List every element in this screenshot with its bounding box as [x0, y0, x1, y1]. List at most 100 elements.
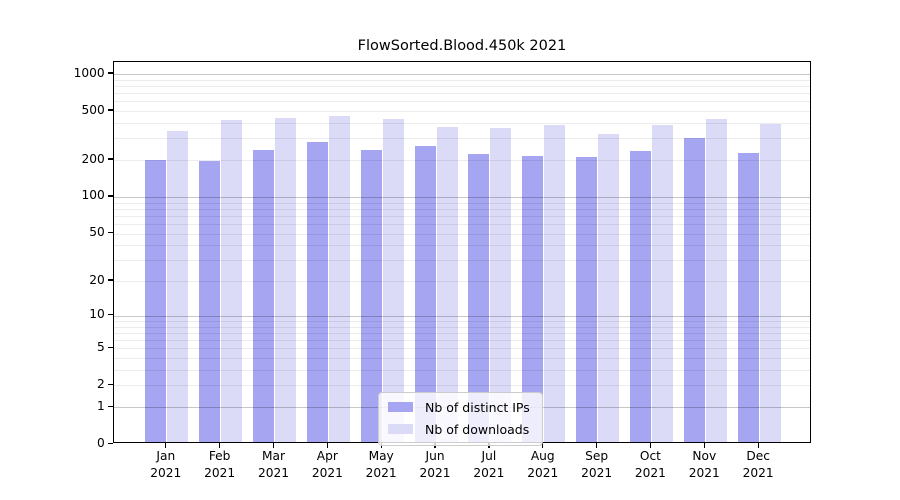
- chart-title: FlowSorted.Blood.450k 2021: [357, 38, 567, 54]
- x-tick: [272, 443, 275, 449]
- y-tick: [107, 195, 113, 197]
- y-tick: [107, 314, 113, 316]
- grid-line-minor: [113, 358, 810, 360]
- x-tick-label-year: 2021: [150, 465, 182, 480]
- x-tick-label-month: Jan: [156, 449, 176, 463]
- x-tick-label: May 2021: [349, 448, 413, 481]
- bar-distinct-ips: [737, 152, 759, 443]
- x-tick-label-month: Aug: [530, 449, 555, 463]
- x-tick: [488, 443, 490, 449]
- x-tick-label: Feb 2021: [188, 448, 252, 481]
- y-tick-label: 10: [89, 307, 105, 322]
- x-tick-label-month: Jul: [481, 449, 497, 463]
- grid-line-minor: [113, 320, 810, 322]
- x-tick-label-year: 2021: [311, 465, 343, 480]
- x-tick-label: Aug 2021: [511, 448, 575, 481]
- x-tick-label-month: Oct: [639, 449, 661, 463]
- bar-downloads: [274, 117, 296, 443]
- bar-downloads: [167, 131, 189, 443]
- x-tick-label-year: 2021: [204, 465, 236, 480]
- y-tick: [107, 279, 113, 281]
- grid-line-minor: [113, 233, 810, 235]
- grid-line-minor: [113, 202, 810, 204]
- legend-swatch: [388, 423, 413, 435]
- x-tick-label-year: 2021: [419, 465, 451, 480]
- x-tick: [595, 443, 598, 449]
- bar-downloads: [544, 124, 566, 443]
- x-tick-label: Jul 2021: [457, 448, 521, 481]
- legend-row: Nb of downloads: [388, 420, 530, 439]
- x-tick-label: Jun 2021: [403, 448, 467, 481]
- x-tick: [165, 443, 167, 449]
- x-tick-label-month: Apr: [316, 449, 338, 463]
- y-tick: [107, 383, 113, 386]
- x-tick-label: Dec 2021: [726, 448, 790, 481]
- grid-line-minor: [113, 138, 810, 140]
- bar-distinct-ips: [145, 159, 167, 443]
- bar-downloads: [651, 124, 673, 443]
- grid-line-major: [113, 196, 810, 198]
- y-tick-label: 0: [96, 435, 105, 450]
- x-tick-label-month: Feb: [208, 449, 231, 463]
- y-tick: [107, 72, 113, 74]
- grid-line-minor: [113, 160, 810, 162]
- grid-line-minor: [113, 79, 810, 81]
- x-tick-label-year: 2021: [688, 465, 720, 480]
- x-tick-label-year: 2021: [742, 465, 774, 480]
- x-tick-label: Apr 2021: [295, 448, 359, 481]
- x-tick: [219, 443, 221, 449]
- y-tick-label: 100: [81, 188, 105, 203]
- y-tick: [107, 158, 113, 160]
- grid-line-minor: [113, 326, 810, 328]
- bars-layer: [114, 62, 810, 443]
- grid-line-minor: [113, 369, 810, 371]
- x-tick-label: Sep 2021: [565, 448, 629, 481]
- grid-line-minor: [113, 215, 810, 217]
- legend-row: Nb of distinct IPs: [388, 398, 530, 417]
- bar-downloads: [759, 123, 781, 443]
- y-tick: [107, 109, 113, 111]
- grid-layer: [113, 62, 810, 443]
- y-tick: [107, 442, 113, 444]
- legend-label: Nb of distinct IPs: [425, 399, 530, 415]
- x-tick-label: Oct 2021: [618, 448, 682, 481]
- x-tick: [703, 443, 705, 449]
- x-tick: [757, 443, 759, 449]
- grid-line-minor: [113, 123, 810, 125]
- x-tick-label-year: 2021: [365, 465, 397, 480]
- legend-label: Nb of downloads: [425, 421, 530, 437]
- grid-line-minor: [113, 340, 810, 341]
- bar-downloads: [221, 120, 243, 443]
- x-tick-label-month: May: [368, 449, 394, 463]
- bar-downloads: [705, 118, 727, 443]
- x-tick-label-year: 2021: [473, 465, 505, 480]
- y-tick: [107, 405, 113, 407]
- grid-line-minor: [113, 245, 810, 247]
- grid-line-minor: [113, 208, 810, 210]
- grid-line-minor: [113, 93, 810, 95]
- x-tick-label: Jan 2021: [134, 448, 198, 481]
- grid-line-major: [113, 315, 810, 317]
- grid-line-minor: [113, 332, 810, 334]
- grid-line-minor: [113, 348, 810, 350]
- bar-distinct-ips: [199, 161, 221, 443]
- x-tick: [434, 443, 436, 449]
- y-tick-label: 200: [81, 151, 105, 166]
- y-tick-label: 2: [96, 376, 105, 391]
- x-tick-label: Nov 2021: [672, 448, 736, 481]
- x-tick-label-year: 2021: [581, 465, 613, 480]
- y-tick-label: 1000: [73, 65, 105, 80]
- grid-line-minor: [113, 260, 810, 262]
- x-tick-label: Mar 2021: [242, 448, 306, 481]
- x-tick: [380, 443, 382, 449]
- y-tick-label: 500: [81, 102, 105, 117]
- bar-downloads: [598, 133, 620, 443]
- x-tick-label-year: 2021: [527, 465, 559, 480]
- grid-line-minor: [113, 111, 810, 113]
- x-tick-label-year: 2021: [257, 465, 290, 480]
- bar-distinct-ips: [629, 150, 651, 443]
- x-tick-label-month: Mar: [262, 449, 285, 463]
- y-tick: [107, 346, 113, 348]
- bar-distinct-ips: [683, 138, 705, 443]
- x-tick: [542, 443, 544, 449]
